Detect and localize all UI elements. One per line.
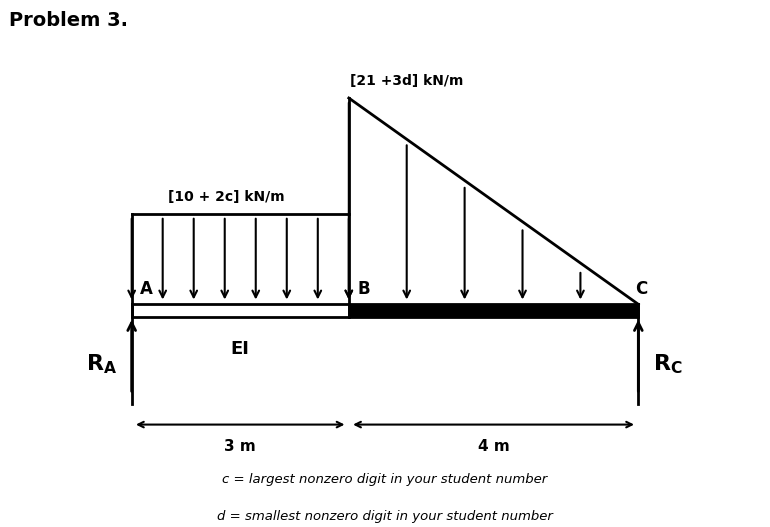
Text: [10 + 2c] kN/m: [10 + 2c] kN/m	[168, 190, 284, 204]
Text: EI: EI	[231, 339, 249, 357]
Text: A: A	[140, 280, 153, 298]
Text: c = largest nonzero digit in your student number: c = largest nonzero digit in your studen…	[223, 473, 547, 486]
Text: C: C	[634, 280, 647, 298]
Text: d = smallest nonzero digit in your student number: d = smallest nonzero digit in your stude…	[217, 510, 553, 523]
Text: $\mathbf{R_A}$: $\mathbf{R_A}$	[86, 352, 117, 376]
Text: 3EI: 3EI	[478, 339, 509, 357]
Bar	[132, 304, 349, 317]
Text: $\mathbf{R_C}$: $\mathbf{R_C}$	[653, 352, 682, 376]
Text: 4 m: 4 m	[477, 439, 510, 454]
Text: B: B	[357, 280, 370, 298]
Text: [21 +3d] kN/m: [21 +3d] kN/m	[350, 74, 464, 89]
Text: Problem 3.: Problem 3.	[8, 11, 128, 30]
Bar	[349, 304, 638, 317]
Text: 3 m: 3 m	[224, 439, 256, 454]
